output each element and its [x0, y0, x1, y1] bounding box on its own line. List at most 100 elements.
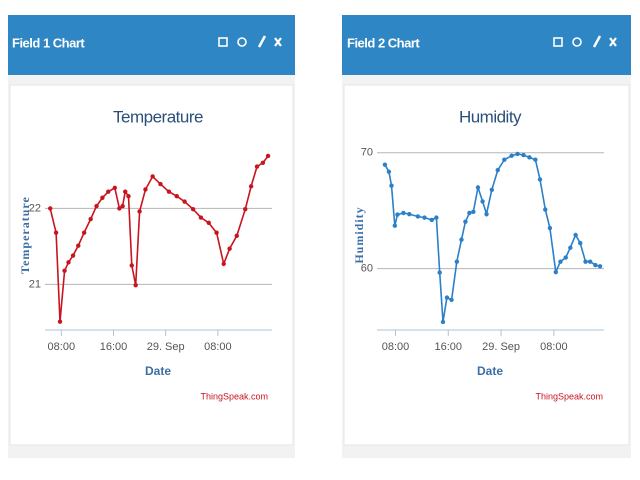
y-tick-label: 22: [29, 202, 41, 214]
point: [133, 282, 138, 288]
point: [459, 237, 464, 242]
open-icon[interactable]: [218, 37, 228, 47]
point: [123, 189, 128, 194]
x-tick-label: 08:00: [204, 341, 232, 353]
line: [49, 155, 269, 322]
point: [227, 246, 232, 251]
point: [444, 295, 450, 300]
credit: ThingSpeak.com: [535, 391, 603, 401]
point: [489, 187, 495, 193]
point: [265, 153, 271, 159]
point: [527, 155, 532, 160]
point: [94, 203, 99, 209]
point: [248, 184, 254, 189]
x-tick-label: 29. Sep: [482, 341, 520, 353]
point: [471, 209, 476, 215]
point: [81, 230, 87, 235]
point: [129, 263, 134, 268]
point: [260, 160, 266, 165]
edit-icon[interactable]: [592, 35, 602, 48]
comment-icon[interactable]: [237, 37, 247, 47]
point: [198, 215, 204, 220]
chart-area: [343, 84, 630, 446]
point: [440, 319, 446, 325]
point: [509, 153, 514, 158]
point: [254, 164, 260, 169]
panel-header: [342, 15, 631, 75]
header-icons: [218, 35, 282, 48]
point: [495, 167, 500, 173]
y-axis-label: Temperature: [18, 196, 32, 274]
point: [243, 206, 248, 212]
point: [502, 157, 507, 162]
point: [563, 255, 568, 260]
point: [137, 209, 142, 214]
point: [174, 194, 179, 199]
point: [48, 206, 53, 211]
point: [537, 177, 543, 182]
point: [422, 215, 427, 220]
point: [143, 187, 148, 192]
point: [515, 151, 520, 157]
point: [407, 211, 412, 217]
point: [578, 240, 583, 246]
point: [158, 181, 163, 187]
point: [597, 264, 603, 269]
point: [521, 152, 526, 158]
point: [386, 169, 392, 174]
point: [389, 183, 394, 188]
point: [88, 216, 93, 222]
point: [587, 259, 593, 264]
point: [76, 243, 81, 248]
point: [429, 217, 434, 223]
y-axis-label: Humidity: [352, 206, 366, 263]
point: [126, 194, 131, 199]
point: [206, 220, 211, 226]
point: [166, 189, 172, 194]
comment-icon[interactable]: [572, 37, 582, 47]
x-tick-label: 08:00: [48, 341, 76, 353]
x-axis-label: Date: [145, 364, 171, 378]
close-icon[interactable]: [274, 37, 282, 47]
point: [382, 162, 388, 167]
point: [454, 259, 460, 264]
point: [100, 195, 105, 200]
point: [190, 206, 196, 212]
point: [117, 206, 122, 211]
x-axis-label: Date: [477, 364, 503, 378]
edit-icon[interactable]: [257, 35, 267, 48]
point: [62, 268, 67, 273]
header-icons: [553, 35, 617, 48]
point: [66, 260, 71, 265]
point: [434, 215, 439, 220]
point: [573, 232, 578, 238]
y-tick-label: 21: [29, 278, 41, 290]
point: [467, 210, 472, 216]
point: [395, 212, 400, 217]
x-tick-label: 08:00: [540, 341, 568, 353]
y-tick-label: 60: [361, 263, 373, 275]
open-icon[interactable]: [553, 37, 563, 47]
x-tick-label: 29. Sep: [147, 341, 185, 353]
y-tick-label: 70: [361, 147, 373, 159]
point: [543, 207, 548, 212]
point: [480, 199, 485, 204]
point: [547, 225, 553, 231]
panel-header: [8, 15, 295, 75]
point: [120, 203, 125, 209]
point: [583, 259, 588, 264]
point: [57, 319, 63, 324]
point: [221, 261, 226, 267]
panel-title: Field 1 Chart: [12, 35, 85, 50]
point: [484, 211, 489, 217]
x-tick-label: 16:00: [435, 341, 463, 353]
point: [150, 174, 155, 179]
point: [533, 157, 538, 162]
point: [106, 189, 111, 194]
close-icon[interactable]: [609, 37, 617, 47]
point: [234, 233, 239, 238]
chart-title: Temperature: [113, 107, 203, 126]
point: [214, 230, 219, 235]
point: [401, 210, 406, 216]
